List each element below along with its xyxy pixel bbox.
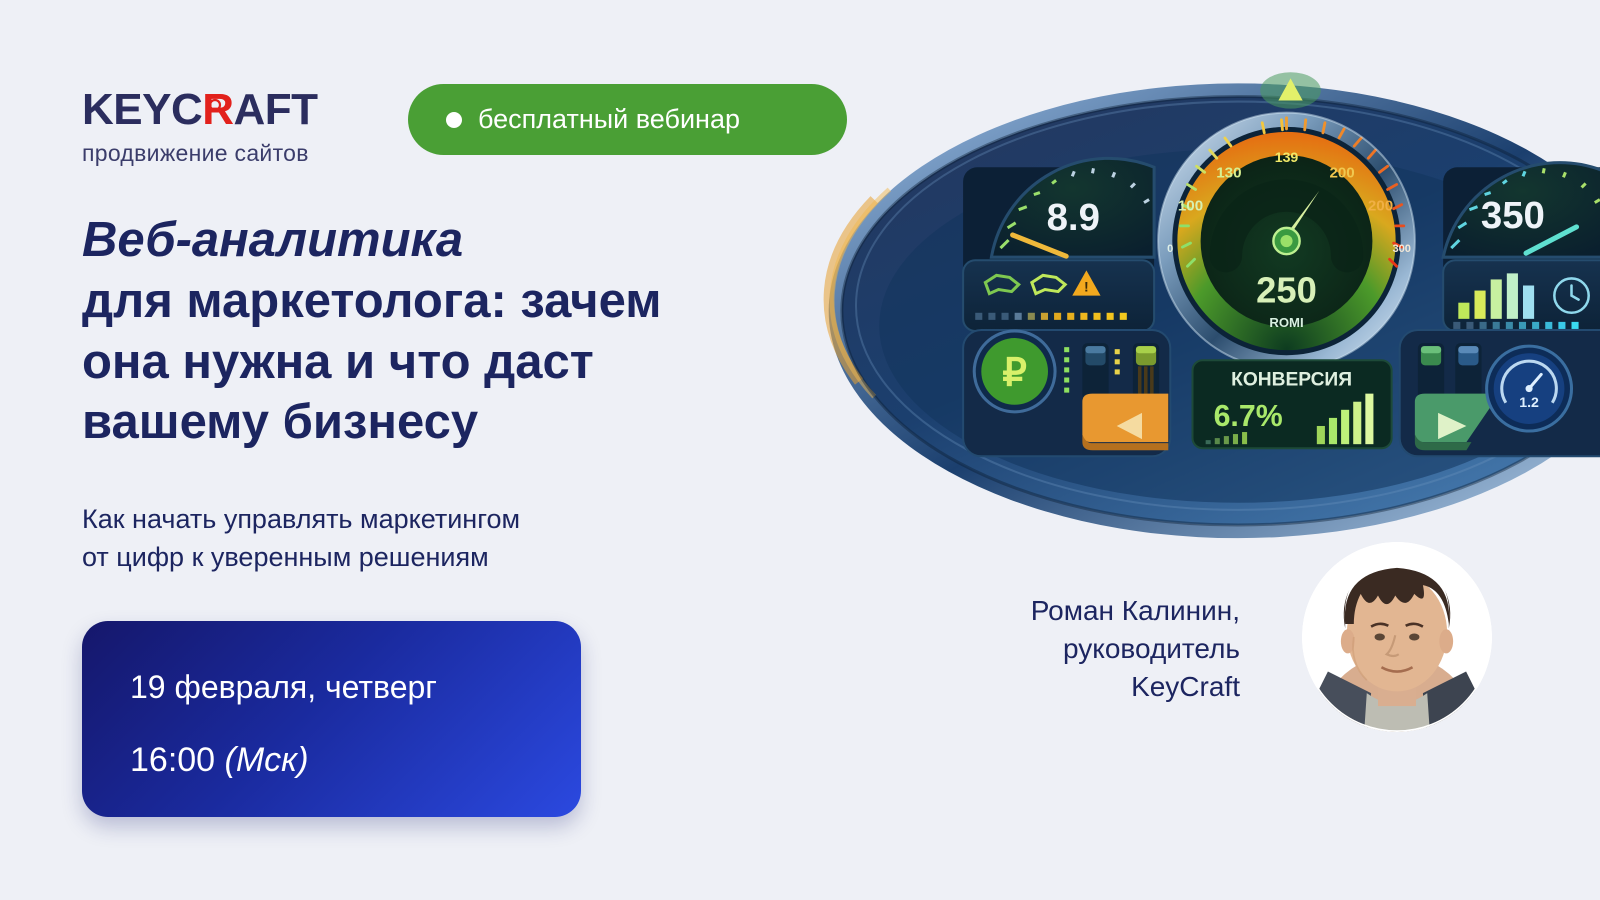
- svg-text:100: 100: [1178, 198, 1203, 215]
- svg-text:130: 130: [1216, 164, 1241, 181]
- svg-text:1.2: 1.2: [1519, 394, 1539, 410]
- svg-text:300: 300: [1392, 243, 1411, 255]
- svg-text:6.7%: 6.7%: [1214, 400, 1283, 433]
- svg-text:200: 200: [1329, 164, 1354, 181]
- svg-text:8.9: 8.9: [1047, 196, 1100, 239]
- svg-text:139: 139: [1275, 149, 1299, 165]
- svg-text:250: 250: [1256, 270, 1317, 311]
- svg-text:350: 350: [1481, 194, 1545, 237]
- svg-text:₽: ₽: [1002, 352, 1026, 395]
- svg-text:ROMI: ROMI: [1269, 315, 1303, 330]
- svg-text:200: 200: [1368, 198, 1393, 215]
- svg-text:!: !: [1084, 279, 1089, 295]
- svg-text:КОНВЕРСИЯ: КОНВЕРСИЯ: [1231, 370, 1352, 391]
- svg-text:0: 0: [1167, 243, 1173, 255]
